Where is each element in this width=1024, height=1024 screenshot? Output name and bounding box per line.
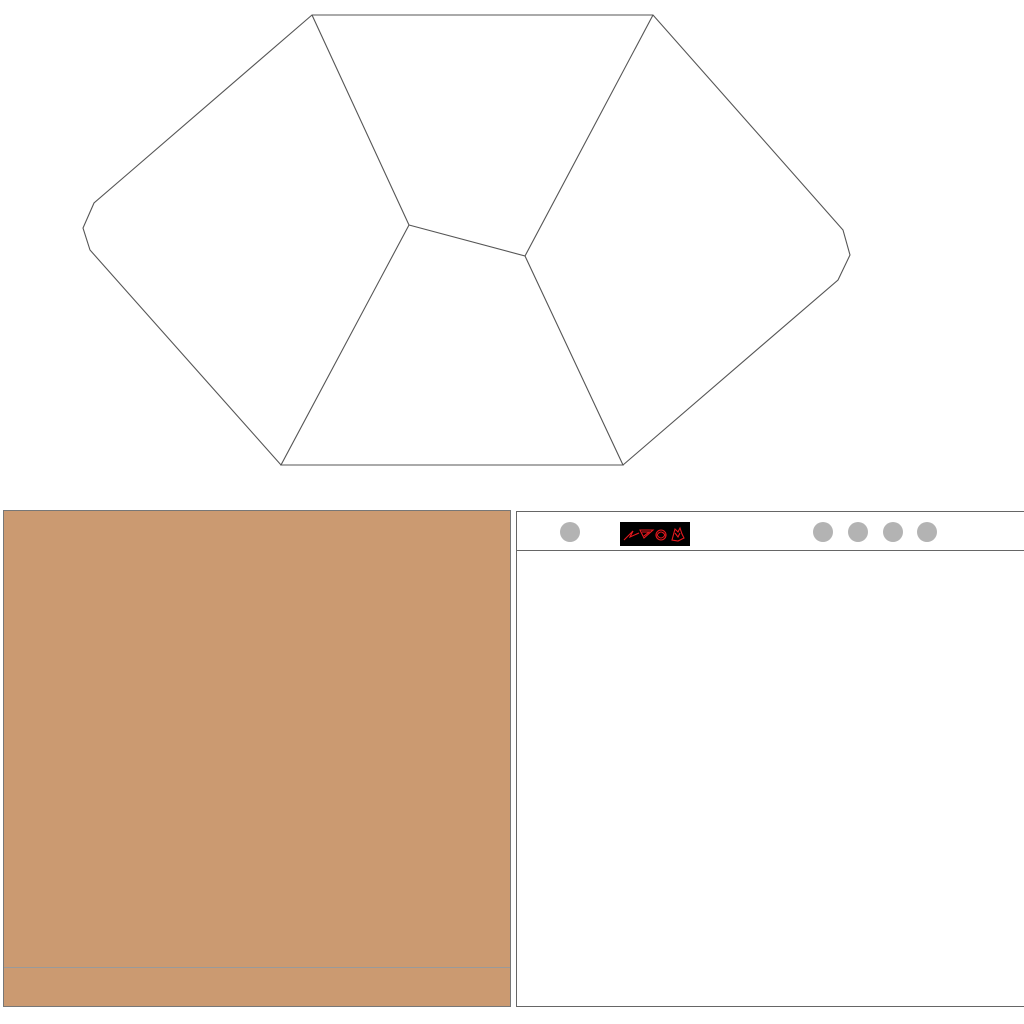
tool-content-area[interactable] [517,551,1024,1006]
dot-button-2[interactable] [813,522,833,542]
dot-button-4[interactable] [883,522,903,542]
dot-button-5[interactable] [917,522,937,542]
board-footer-strip [4,968,510,1006]
arrow-piece-icon [623,530,640,541]
pieces-strip-icons [623,526,685,542]
tool-panel [516,511,1024,1007]
pieces-strip[interactable] [620,522,690,546]
hand-piece-icon [671,526,685,542]
divider-top-left [311,14,410,226]
tool-header-bar [517,512,1024,551]
dot-button-3[interactable] [848,522,868,542]
board-main-area[interactable] [4,511,510,968]
dot-button-1[interactable] [560,522,580,542]
divider-top-right [524,14,654,257]
board-panel [3,510,511,1007]
region-outline-diagram [82,14,851,466]
drawing-canvas[interactable] [0,0,1024,500]
triangle-piece-icon [639,529,655,539]
inner-core-region [280,224,624,466]
round-piece-icon [655,529,667,541]
